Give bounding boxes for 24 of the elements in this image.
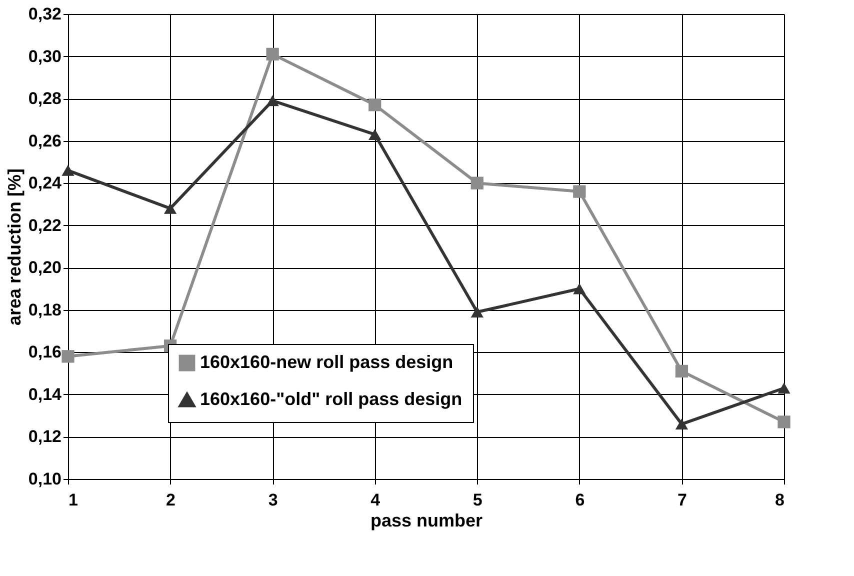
y-tick-label: 0,24 xyxy=(28,174,62,193)
y-axis-title: area reduction [%] xyxy=(4,168,24,326)
y-tick-label: 0,32 xyxy=(28,4,62,24)
x-tick-label: 5 xyxy=(472,490,482,510)
x-tick-label: 6 xyxy=(575,490,585,510)
y-tick-label: 0,30 xyxy=(28,46,62,66)
x-tick-label: 8 xyxy=(775,490,784,510)
legend-label: 160x160-new roll pass design xyxy=(200,352,454,372)
y-tick-label: 0,28 xyxy=(28,89,62,108)
y-tick-label: 0,22 xyxy=(28,216,62,235)
x-tick-label: 7 xyxy=(677,490,687,510)
y-tick-label: 0,18 xyxy=(28,300,62,320)
x-tick-label: 2 xyxy=(166,490,176,510)
x-axis-title: pass number xyxy=(370,510,483,530)
y-tick-label: 0,14 xyxy=(28,384,62,404)
x-tick-label: 4 xyxy=(370,490,381,510)
y-tick-label: 0,26 xyxy=(28,131,62,150)
x-tick-label: 3 xyxy=(268,490,278,510)
legend-label: 160x160-"old" roll pass design xyxy=(200,389,462,409)
y-tick-label: 0,16 xyxy=(28,342,62,362)
y-tick-label: 0,12 xyxy=(28,427,62,446)
x-tick-label: 1 xyxy=(68,490,78,510)
y-tick-label: 0,20 xyxy=(28,258,62,278)
y-tick-label: 0,10 xyxy=(28,470,62,488)
